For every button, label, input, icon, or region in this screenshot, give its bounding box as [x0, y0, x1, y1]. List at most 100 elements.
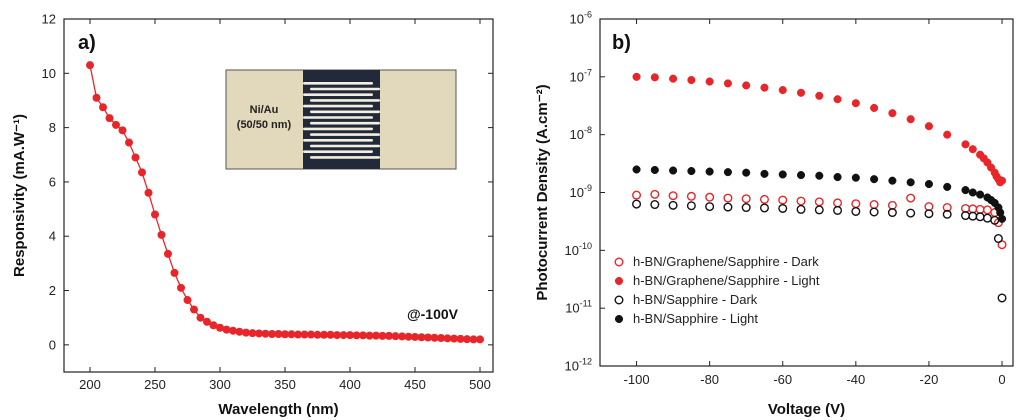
- x-tick-label-b: -60: [773, 372, 792, 387]
- data-point-series-2: [632, 72, 641, 81]
- data-point-series-3: [982, 213, 992, 223]
- y-tick-exponent: -7: [584, 67, 592, 77]
- data-point-series-1: [833, 198, 843, 208]
- x-tick-label-a: 500: [469, 377, 491, 392]
- data-point-responsivity: [216, 323, 224, 332]
- data-point-series-3: [975, 212, 985, 222]
- x-tick-label-b: 0: [998, 372, 1005, 387]
- data-point-responsivity: [229, 326, 237, 335]
- y-tick-label-b: 10-9: [570, 183, 592, 200]
- x-tick-label-a: 400: [339, 377, 361, 392]
- data-point-responsivity: [359, 331, 367, 340]
- inset-finger: [303, 127, 373, 131]
- y-tick-label-a: 2: [49, 283, 56, 298]
- data-point-series-2: [870, 103, 879, 112]
- data-point-series-3: [668, 200, 678, 210]
- y-tick-exponent: -6: [584, 10, 592, 20]
- data-point-series-3: [924, 209, 934, 219]
- inset-finger: [310, 121, 380, 125]
- plot-frame-a: [63, 18, 494, 373]
- data-point-series-2: [669, 74, 678, 83]
- x-tick-label-b: -100: [624, 372, 650, 387]
- legend-marker-4: [614, 314, 624, 324]
- data-point-responsivity: [365, 331, 374, 340]
- y-tick-label-b: 10-8: [570, 125, 592, 142]
- x-tick-label-b: -20: [920, 372, 939, 387]
- y-tick-base: 10: [570, 69, 584, 84]
- inset-finger: [303, 93, 373, 96]
- data-point-responsivity: [131, 153, 140, 162]
- y-tick-exponent: -8: [584, 125, 592, 135]
- data-point-responsivity: [151, 210, 159, 219]
- data-point-series-2: [796, 88, 806, 97]
- data-point-series-3: [997, 293, 1007, 303]
- legend-label-1: h-BN/Graphene/Sapphire - Dark: [633, 254, 819, 269]
- data-point-responsivity: [346, 331, 354, 340]
- y-tick-label-b: 10-6: [570, 10, 592, 27]
- data-point-responsivity: [170, 268, 179, 277]
- data-point-series-2: [968, 145, 977, 154]
- data-point-series-2: [924, 122, 933, 131]
- data-point-responsivity: [235, 327, 244, 336]
- data-point-responsivity: [333, 331, 341, 340]
- data-point-series-3: [887, 208, 897, 218]
- inset-finger: [303, 150, 373, 153]
- data-point-series-1: [796, 196, 806, 206]
- data-point-series-2: [815, 91, 824, 100]
- data-point-responsivity: [437, 334, 445, 343]
- data-point-responsivity: [222, 325, 231, 334]
- x-tick-label-a: 450: [404, 377, 426, 392]
- data-point-series-4: [760, 169, 769, 178]
- data-point-responsivity: [476, 335, 484, 344]
- data-point-series-3: [778, 203, 788, 213]
- data-point-series-1: [982, 205, 992, 215]
- data-point-responsivity: [86, 61, 94, 70]
- inset-finger: [303, 104, 373, 108]
- legend-marker-2: [614, 276, 624, 286]
- y-tick-base: 10: [570, 127, 584, 142]
- data-point-series-4: [650, 165, 659, 175]
- data-point-series-2: [723, 79, 732, 88]
- y-tick-label-b: 10-11: [565, 299, 592, 316]
- data-point-series-4: [632, 165, 641, 174]
- data-point-series-3: [833, 205, 843, 215]
- data-point-series-4: [742, 168, 751, 177]
- data-point-series-4: [705, 167, 714, 176]
- inset-finger: [310, 110, 380, 114]
- data-point-series-2: [650, 73, 659, 82]
- data-point-series-1: [975, 204, 985, 214]
- data-point-series-3: [759, 203, 769, 213]
- legend-label-2: h-BN/Graphene/Sapphire - Light: [633, 273, 820, 288]
- data-point-responsivity: [463, 335, 471, 344]
- inset-finger: [303, 139, 373, 142]
- data-point-series-3: [741, 203, 751, 213]
- data-point-responsivity: [294, 330, 302, 339]
- data-point-series-2: [851, 99, 860, 108]
- data-point-series-1: [741, 194, 751, 204]
- inset-finger: [303, 82, 373, 85]
- y-tick-base: 10: [565, 359, 579, 374]
- inset-finger: [310, 144, 380, 148]
- data-point-series-2: [760, 83, 769, 92]
- x-tick-label-b: -40: [846, 372, 865, 387]
- data-point-responsivity: [183, 296, 192, 305]
- data-point-series-2: [943, 130, 952, 139]
- data-point-responsivity: [443, 334, 452, 343]
- y-axis-label-b: Photocurrent Density (A.cm⁻²): [534, 84, 551, 300]
- data-point-responsivity: [209, 321, 218, 330]
- data-point-responsivity: [450, 334, 458, 343]
- inset-finger: [303, 116, 373, 119]
- data-point-responsivity: [105, 114, 114, 123]
- data-point-series-2: [687, 75, 696, 85]
- data-point-responsivity: [372, 331, 380, 340]
- legend-marker-3: [614, 295, 624, 305]
- x-tick-label-a: 200: [79, 377, 101, 392]
- data-point-series-4: [906, 178, 915, 187]
- data-point-series-3: [942, 209, 952, 219]
- inset-contact-pad: [303, 70, 380, 169]
- data-point-series-1: [778, 195, 788, 205]
- data-point-responsivity: [268, 329, 276, 338]
- data-point-series-1: [906, 193, 916, 203]
- y-tick-label-a: 8: [49, 120, 56, 135]
- data-point-responsivity: [164, 249, 172, 258]
